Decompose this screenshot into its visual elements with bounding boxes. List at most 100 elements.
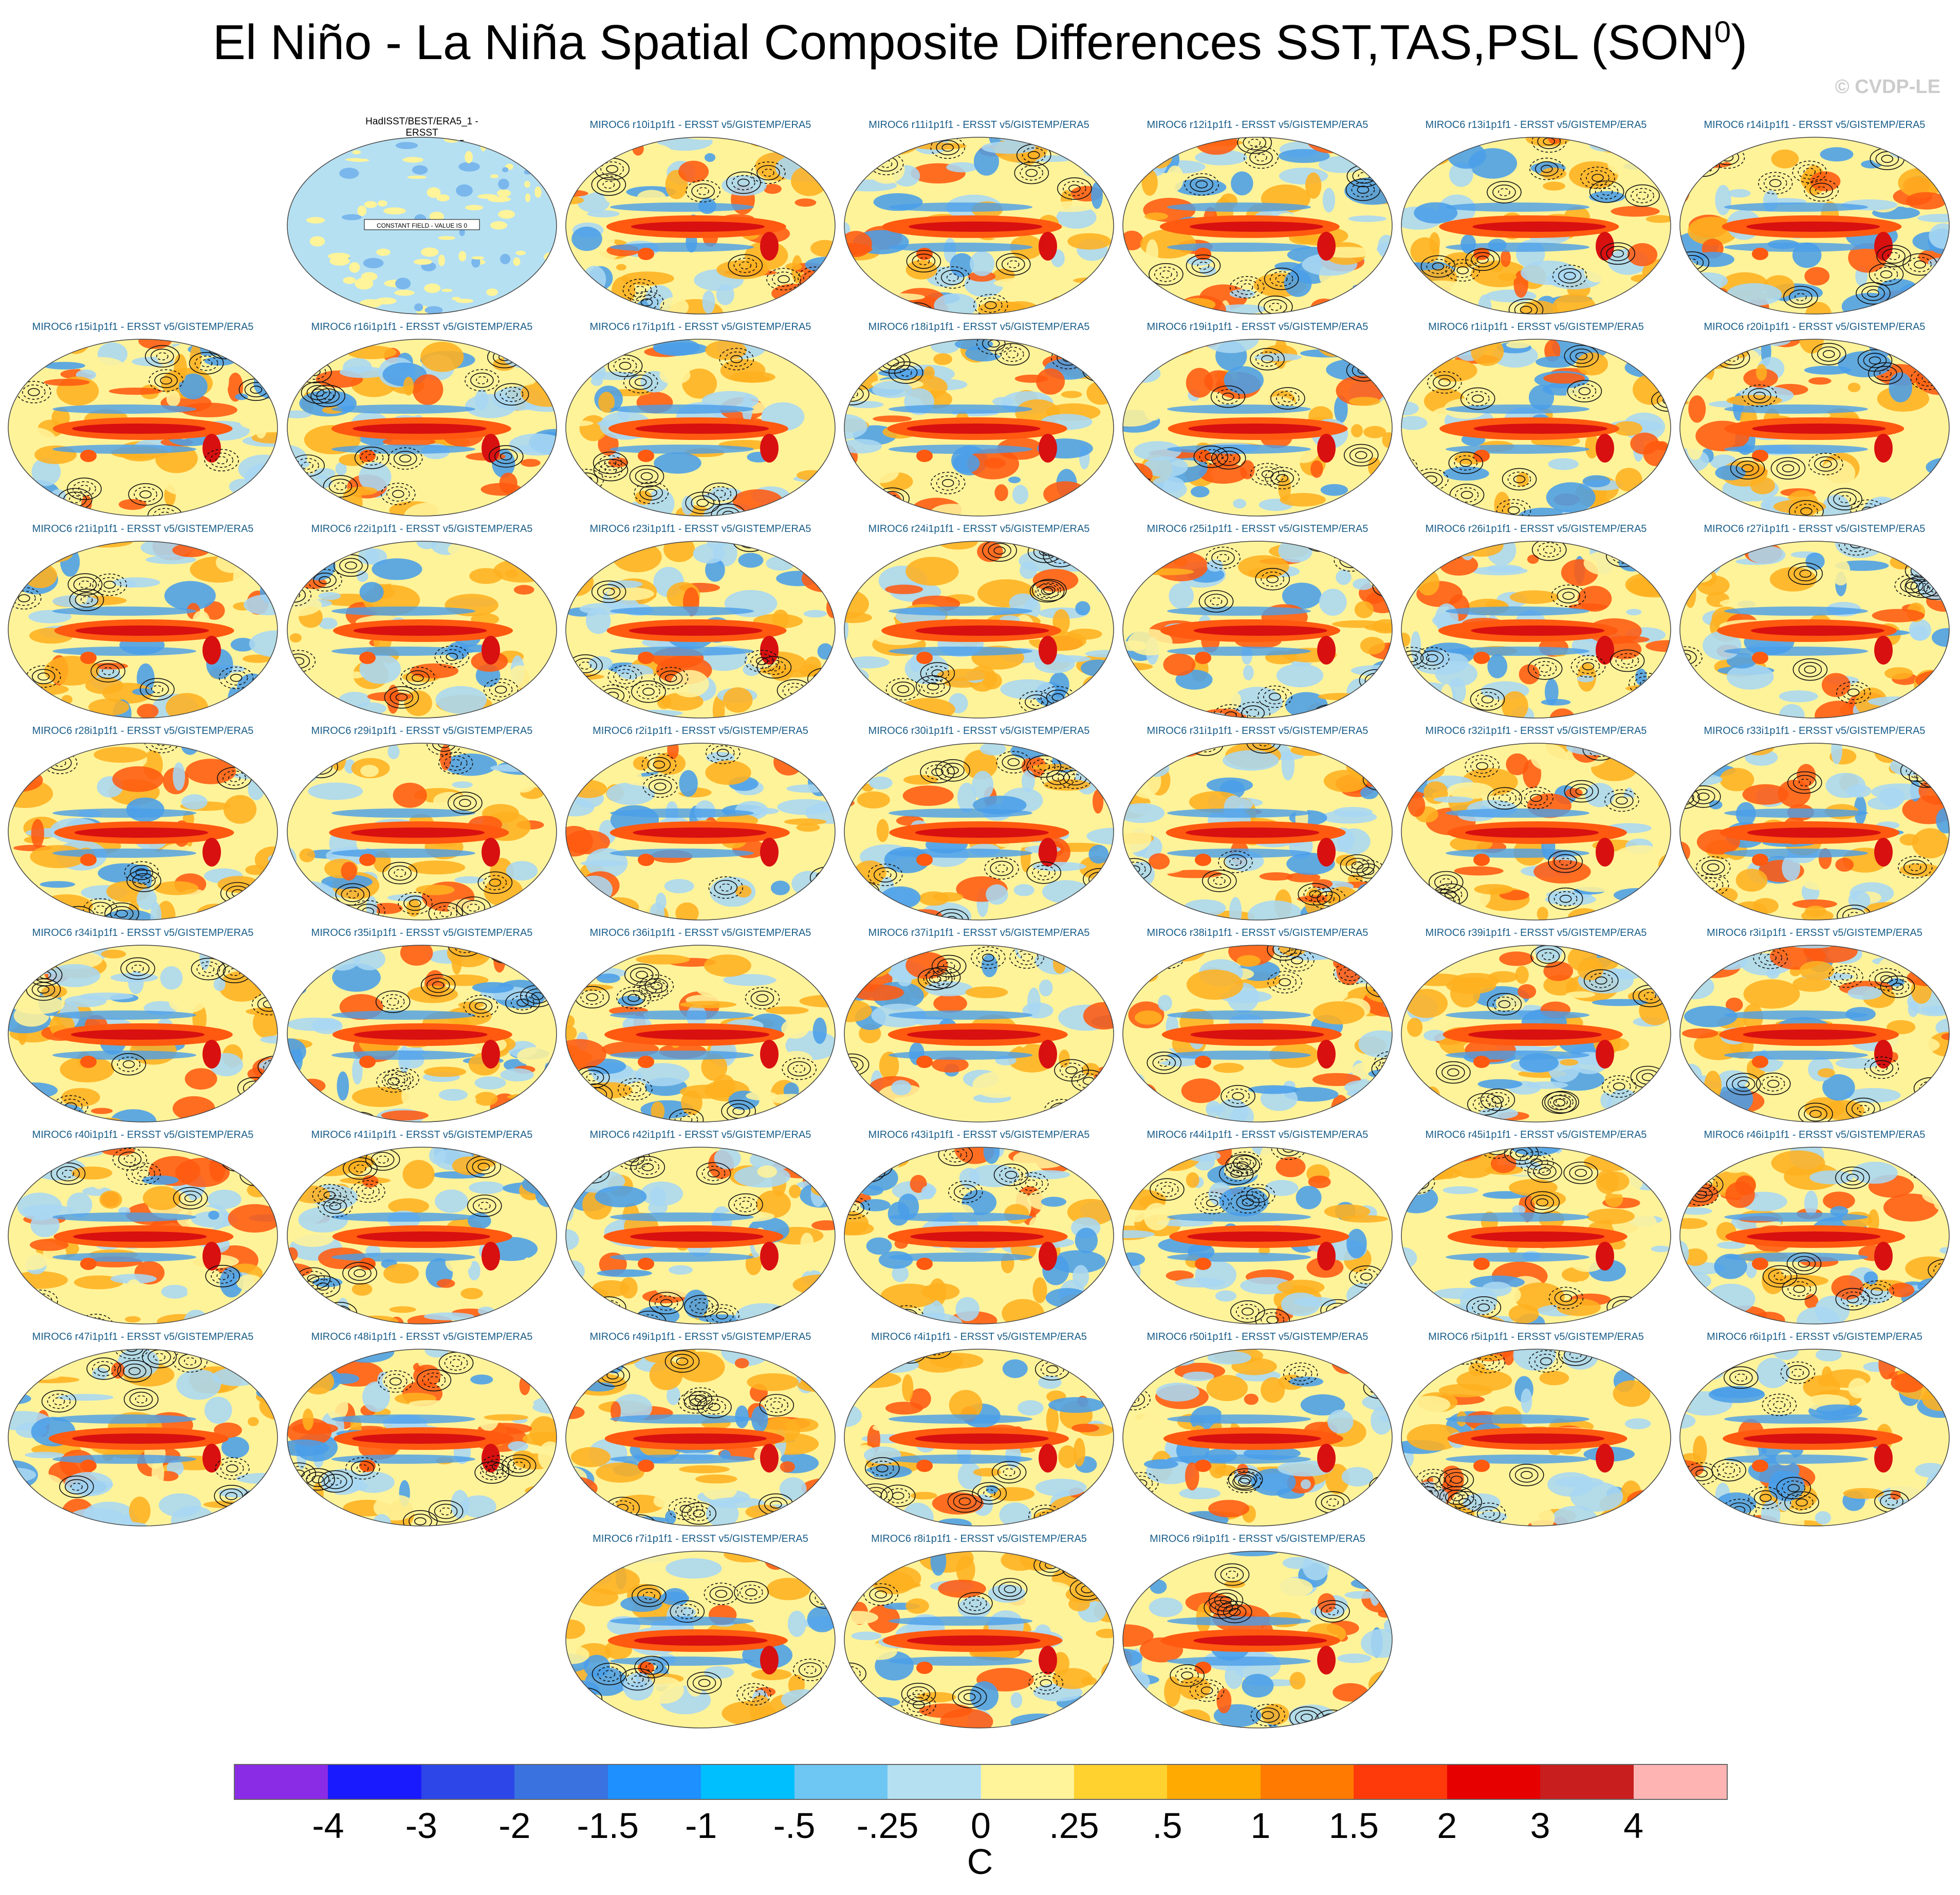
psl-contour [644, 978, 669, 994]
anomaly-blob [575, 875, 613, 904]
anomaly-blob [253, 480, 278, 502]
psl-contour [47, 541, 70, 553]
map-field [1680, 541, 1949, 718]
anomaly-blob [29, 1239, 69, 1251]
field-speckle [395, 142, 418, 149]
anomaly-blob [490, 764, 539, 772]
anomaly-blob [771, 284, 817, 303]
land-hotspot [359, 450, 376, 462]
anomaly-blob [986, 884, 1008, 905]
anomaly-blob [88, 698, 130, 716]
map-border [8, 743, 278, 921]
anomaly-blob [28, 610, 71, 623]
anomaly-blob [71, 1166, 113, 1180]
psl-contour [1620, 945, 1633, 950]
psl-contour [1205, 452, 1217, 461]
anomaly-blob [1286, 872, 1321, 882]
psl-contour [111, 1053, 146, 1076]
anomaly-blob [880, 886, 921, 909]
psl-contour [1881, 155, 1894, 163]
psl-contour [935, 266, 970, 289]
panel-title: MIROC6 r26i1p1f1 - ERSST v5/GISTEMP/ERA5 [1425, 523, 1647, 535]
anomaly-blob [1920, 546, 1949, 572]
psl-contour [505, 390, 518, 399]
psl-contour [1276, 474, 1289, 483]
psl-contour [470, 373, 494, 388]
psl-contour [1530, 1194, 1555, 1210]
anomaly-blob [1275, 1156, 1306, 1178]
psl-contour [67, 573, 103, 596]
anomaly-blob [22, 1204, 73, 1218]
psl-contour [686, 180, 720, 203]
psl-contour [1374, 775, 1386, 784]
panel-title: MIROC6 r24i1p1f1 - ERSST v5/GISTEMP/ERA5 [868, 523, 1090, 535]
land-hotspot [80, 854, 97, 866]
anomaly-blob [1852, 1162, 1898, 1184]
psl-contour [870, 945, 904, 963]
cool-band-south [1724, 647, 1868, 656]
psl-contour [132, 873, 156, 889]
psl-contour [1123, 137, 1134, 142]
psl-contour [79, 580, 91, 588]
anomaly-blob [1486, 564, 1523, 573]
anomaly-blob [1401, 541, 1430, 558]
anomaly-blob [1407, 1018, 1423, 1037]
land-hotspot [916, 1258, 933, 1270]
cool-band-south [1446, 647, 1589, 656]
anomaly-blob [1707, 1283, 1755, 1314]
psl-contour [635, 468, 659, 484]
anomaly-blob [1818, 1068, 1835, 1078]
psl-contour [22, 384, 46, 400]
psl-contour [1690, 707, 1725, 718]
map-field [287, 743, 557, 920]
anomaly-blob [566, 419, 594, 427]
anomaly-blob [1890, 757, 1927, 776]
psl-contour [604, 466, 617, 474]
psl-contour [8, 709, 24, 718]
psl-contour [593, 458, 628, 482]
psl-contour [844, 1147, 867, 1166]
psl-contour [1492, 185, 1516, 200]
anomaly-blob [1282, 582, 1322, 609]
ensemble-member-panel: MIROC6 r20i1p1f1 - ERSST v5/GISTEMP/ERA5 [1678, 321, 1951, 519]
anomaly-blob [1514, 1282, 1565, 1312]
anomaly-blob [1494, 377, 1527, 406]
anomaly-blob [408, 860, 466, 875]
anomaly-blob [538, 896, 557, 904]
anomaly-blob [1889, 372, 1912, 402]
psl-contour [1504, 1147, 1539, 1165]
psl-contour [396, 1075, 408, 1083]
psl-contour [1695, 711, 1719, 718]
anomaly-blob [318, 592, 341, 600]
psl-contour [566, 282, 594, 305]
enso-core [1468, 1029, 1602, 1040]
psl-contour [150, 348, 174, 364]
anomaly-blob [1032, 1277, 1047, 1303]
cool-band-south [889, 243, 1032, 252]
psl-contour [346, 890, 359, 899]
psl-contour [202, 965, 215, 973]
anomaly-blob [1430, 910, 1479, 919]
anomaly-blob [291, 1316, 347, 1324]
anomaly-blob [360, 765, 379, 777]
psl-contour [1874, 365, 1897, 381]
psl-contour [1339, 553, 1363, 568]
psl-contour [1914, 1162, 1938, 1177]
anomaly-blob [1485, 600, 1505, 609]
anomaly-blob [566, 1287, 608, 1300]
psl-contour [541, 1108, 554, 1117]
land-hotspot [1874, 636, 1893, 665]
anomaly-blob [1771, 149, 1799, 169]
panel-title: MIROC6 r40i1p1f1 - ERSST v5/GISTEMP/ERA5 [32, 1129, 254, 1140]
anomaly-blob [11, 1082, 58, 1099]
land-hotspot [1317, 434, 1336, 463]
anomaly-blob [23, 563, 58, 588]
anomaly-blob [1000, 679, 1056, 700]
psl-contour [1857, 1105, 1870, 1113]
psl-contour [226, 1114, 239, 1122]
map-border [287, 137, 557, 315]
psl-contour [1451, 263, 1474, 278]
psl-contour [32, 669, 56, 685]
land-hotspot [1473, 1056, 1490, 1068]
psl-contour [1879, 369, 1892, 378]
